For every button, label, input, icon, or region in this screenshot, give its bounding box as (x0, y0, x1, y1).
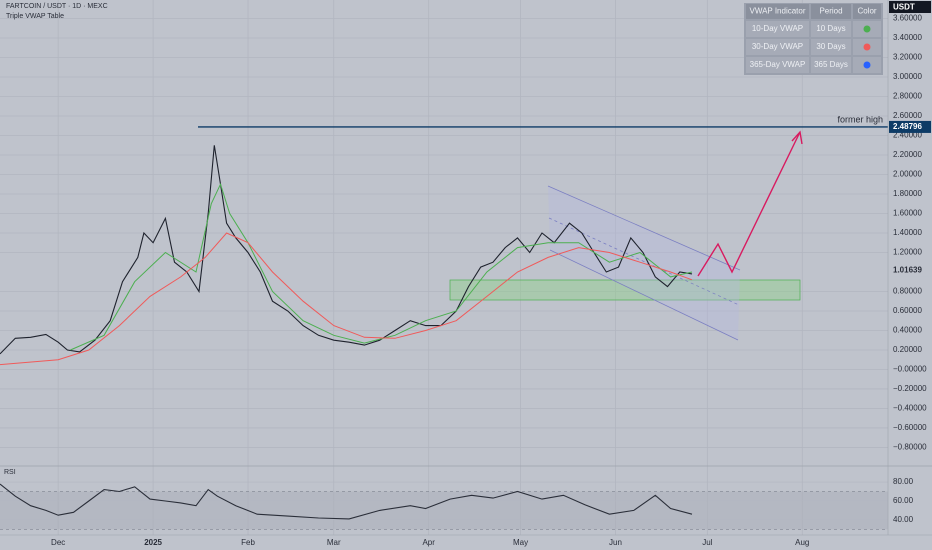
y-tick-label: −0.00000 (893, 365, 927, 374)
y-tick-label: 3.40000 (893, 33, 922, 42)
rsi-tick-label: 40.00 (893, 515, 914, 524)
vwap-period: 365 Days (814, 60, 848, 69)
vwap-table: VWAP Indicator Period Color 10-Day VWAP 10 D… (744, 3, 883, 75)
y-tick-label: 1.80000 (893, 189, 922, 198)
series-line (0, 483, 693, 520)
grid (0, 0, 888, 535)
channel-top (547, 185, 741, 271)
table-cell (746, 57, 809, 73)
vwap-name: 365-Day VWAP (750, 60, 806, 69)
vwap-name: 10-Day VWAP (752, 24, 803, 33)
symbol: FARTCOIN / USDT · 1D · MEXC (6, 3, 108, 10)
last-price: 1.01639 (893, 265, 922, 274)
y-tick-label: 2.00000 (893, 170, 922, 179)
y-tick-label: −0.60000 (893, 423, 927, 432)
table-header: Color (857, 7, 876, 16)
currency: USDT (893, 3, 915, 12)
rsi-tick-label: 60.00 (893, 496, 914, 505)
y-tick-label: 0.40000 (893, 326, 922, 335)
series-line (0, 145, 693, 355)
y-tick-label: 0.60000 (893, 306, 922, 315)
y-tick-label: 2.20000 (893, 150, 922, 159)
y-tick-label: 1.60000 (893, 209, 922, 218)
table-cell (811, 21, 851, 37)
x-tick-label: Mar (327, 538, 341, 547)
plot: former high (0, 114, 888, 520)
y-tick-label: 3.60000 (893, 14, 922, 23)
channel-mid (548, 217, 740, 306)
x-tick-label: Jun (609, 538, 622, 547)
x-tick-label: Feb (241, 538, 255, 547)
x-tick-label: 2025 (144, 538, 162, 547)
currency-box (889, 1, 931, 13)
rsi-band (0, 491, 888, 530)
table-header: VWAP Indicator (749, 7, 805, 16)
indicator-name: Triple VWAP Table (6, 13, 64, 20)
y-tick-label: −0.40000 (893, 404, 927, 413)
y-tick-label: −0.20000 (893, 384, 927, 393)
y-tick-label: 0.80000 (893, 287, 922, 296)
rsi-title: RSI (4, 469, 16, 476)
x-tick-label: Jul (702, 538, 712, 547)
x-tick-label: Aug (795, 538, 809, 547)
last-price-box (889, 264, 931, 277)
x-tick-label: May (513, 538, 528, 547)
arrow-head (791, 130, 803, 145)
vwap-color (863, 61, 871, 69)
y-tick-label: 3.20000 (893, 53, 922, 62)
former-high-box (889, 120, 931, 133)
y-tick-label: 0.20000 (893, 345, 922, 354)
rsi-tick-label: 80.00 (893, 477, 914, 486)
y-tick-label: 1.40000 (893, 228, 922, 237)
x-tick-label: Apr (422, 538, 435, 547)
table-header-cell (853, 4, 881, 19)
table-header-cell (746, 4, 809, 19)
vwap-color (863, 43, 871, 51)
y-tick-label: −0.80000 (893, 443, 927, 452)
table-header: Period (819, 7, 842, 16)
table-cell (811, 39, 851, 55)
axes: Dec 2025 Feb Mar Apr May Jun Jul Aug 3.60000 3.400… (4, 14, 931, 547)
y-tick-label: 3.00000 (893, 72, 922, 81)
vwap-period: 30 Days (816, 42, 845, 51)
channel-bottom (549, 249, 739, 341)
former-high-price: 2.48796 (893, 122, 922, 131)
table-cell (811, 57, 851, 73)
support-zone (449, 279, 801, 301)
y-tick-label: 2.80000 (893, 92, 922, 101)
vwap-color (863, 25, 871, 33)
x-tick-label: Dec (51, 538, 65, 547)
table-cell (746, 39, 809, 55)
former-high-label: former high (837, 114, 883, 124)
table-header-cell (811, 4, 851, 19)
y-tick-label: 2.40000 (893, 131, 922, 140)
y-tick-label: 2.60000 (893, 111, 922, 120)
vwap-name: 30-Day VWAP (752, 42, 803, 51)
series-line (0, 232, 693, 366)
table-cell (746, 21, 809, 37)
projection-arrow (697, 131, 801, 277)
y-tick-label: 1.20000 (893, 248, 922, 257)
vwap-period: 10 Days (816, 24, 845, 33)
